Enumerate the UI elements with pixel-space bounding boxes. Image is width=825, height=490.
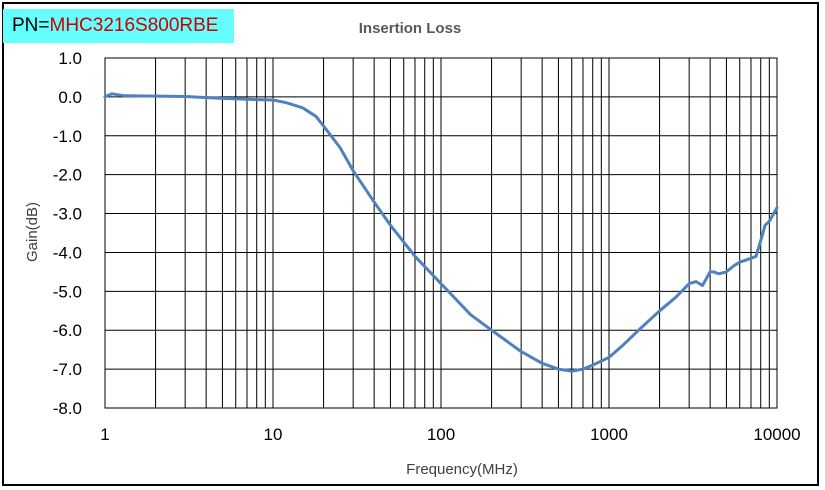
part-number-value: MHC3216S800RBE	[49, 15, 219, 36]
x-tick-label: 10000	[753, 425, 800, 444]
y-tick-label: -8.0	[53, 399, 82, 418]
series-line-insertion-loss	[103, 92, 779, 373]
series-layer	[103, 92, 779, 373]
x-tick-label: 100	[427, 425, 455, 444]
y-tick-label: -1.0	[53, 127, 82, 146]
part-number-prefix: PN=	[12, 15, 50, 36]
y-tick-label: -2.0	[53, 166, 82, 185]
chart-frame	[2, 2, 819, 486]
grid	[105, 58, 777, 408]
x-tick-label: 10	[264, 425, 283, 444]
part-number-label: PN=MHC3216S800RBE	[3, 9, 234, 43]
x-tick-label: 1	[100, 425, 109, 444]
plot-area	[104, 57, 778, 409]
y-tick-label: -7.0	[53, 360, 82, 379]
y-tick-label: -3.0	[53, 205, 82, 224]
x-tick-label: 1000	[590, 425, 628, 444]
x-axis-tick-labels: 1 10 100 1000 10000	[100, 425, 800, 444]
chart-title: Insertion Loss	[359, 20, 462, 37]
y-axis-label: Gain(dB)	[24, 202, 41, 262]
y-tick-label: -5.0	[53, 282, 82, 301]
y-tick-label: -4.0	[53, 243, 82, 262]
y-tick-label: 0.0	[58, 88, 82, 107]
y-tick-label: 1.0	[58, 49, 82, 68]
x-axis-label: Frequency(MHz)	[406, 461, 518, 478]
y-tick-label: -6.0	[53, 321, 82, 340]
y-axis-tick-labels: 1.0 0.0 -1.0 -2.0 -3.0 -4.0 -5.0 -6.0 -7.0 -8.0	[53, 49, 82, 418]
